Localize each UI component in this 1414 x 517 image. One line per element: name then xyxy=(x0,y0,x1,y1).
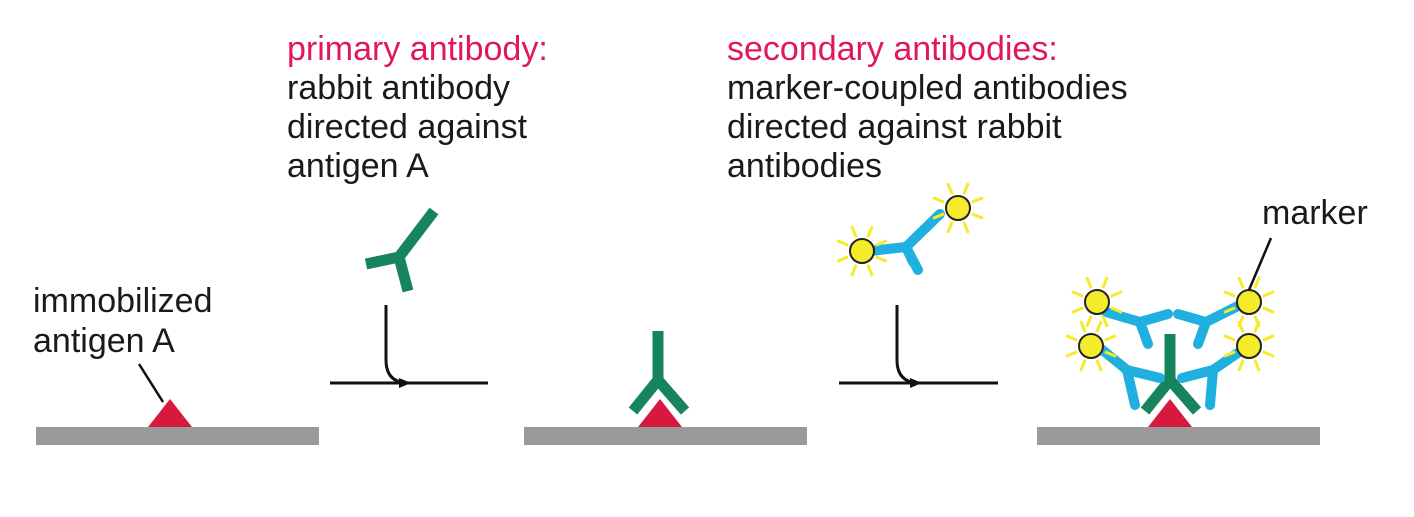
marker-ray xyxy=(1253,320,1261,333)
marker-ray xyxy=(850,264,858,277)
primary-antibody-desc-line-3: antigen A xyxy=(287,147,429,185)
secondary-antibodies-desc-line-2: directed against rabbit xyxy=(727,108,1062,146)
marker-circle xyxy=(1236,333,1262,359)
bound-secondary-antibodies xyxy=(1095,300,1250,410)
surface-3 xyxy=(1037,427,1320,445)
secondary-antibodies-desc-line-1: marker-coupled antibodies xyxy=(727,69,1128,107)
surface-2 xyxy=(524,427,807,445)
marker-ray xyxy=(1223,350,1236,358)
marker-ray xyxy=(1237,359,1245,372)
marker-ray xyxy=(1101,276,1109,289)
marker-ray xyxy=(1085,315,1093,328)
marker-ray xyxy=(1079,320,1087,333)
marker-ray xyxy=(850,225,858,238)
marker-ray xyxy=(1104,350,1117,358)
marker-ray xyxy=(1101,315,1109,328)
marker-ray xyxy=(1085,276,1093,289)
secondary-antibodies-title: secondary antibodies: xyxy=(727,30,1058,68)
marker-molecule xyxy=(836,225,888,277)
marker-circle xyxy=(1084,289,1110,315)
primary-antibody-title: primary antibody: xyxy=(287,30,548,68)
immobilized-antigen-label-line-2: antigen A xyxy=(33,322,175,360)
marker-ray xyxy=(1262,290,1275,298)
marker-ray xyxy=(1262,350,1275,358)
marker-ray xyxy=(1253,276,1261,289)
marker-molecule xyxy=(1223,320,1275,372)
marker-ray xyxy=(1065,350,1078,358)
antigen-3 xyxy=(1148,399,1192,427)
marker-ray xyxy=(971,196,984,204)
marker-ray xyxy=(1253,359,1261,372)
marker-ray xyxy=(946,221,954,234)
marker-circle xyxy=(1236,289,1262,315)
marker-ray xyxy=(875,255,888,263)
marker-molecule xyxy=(1065,320,1117,372)
process-arrow-1 xyxy=(330,305,488,383)
marker-ray xyxy=(1223,306,1236,314)
marker-ray xyxy=(1262,334,1275,342)
antigen-1 xyxy=(148,399,192,427)
marker-molecule xyxy=(1071,276,1123,328)
marker-ray xyxy=(866,225,874,238)
marker-ray xyxy=(1065,334,1078,342)
marker-ray xyxy=(1110,290,1123,298)
surface-1 xyxy=(36,427,319,445)
marker-ray xyxy=(875,239,888,247)
marker-ray xyxy=(836,239,849,247)
marker-ray xyxy=(932,196,945,204)
primary-antibody-desc-line-1: rabbit antibody xyxy=(287,69,510,107)
primary-antibody-desc-line-2: directed against xyxy=(287,108,528,146)
marker-circle xyxy=(1078,333,1104,359)
marker-ray xyxy=(1237,320,1245,333)
process-arrow-2 xyxy=(839,305,998,383)
marker-pointer xyxy=(1247,237,1273,291)
marker-ray xyxy=(1071,306,1084,314)
marker-molecule xyxy=(932,182,984,234)
marker-ray xyxy=(836,255,849,263)
marker-ray xyxy=(1079,359,1087,372)
marker-ray xyxy=(866,264,874,277)
marker-molecule xyxy=(1223,276,1275,328)
antigen-2 xyxy=(638,399,682,427)
bound-primary-antibody xyxy=(628,331,690,415)
immobilized-antigen-label-line-1: immobilized xyxy=(33,282,213,320)
marker-label: marker xyxy=(1262,194,1368,232)
marker-ray xyxy=(1104,334,1117,342)
marker-ray xyxy=(971,212,984,220)
marker-ray xyxy=(932,212,945,220)
marker-ray xyxy=(1071,290,1084,298)
marker-ray xyxy=(1223,290,1236,298)
marker-circle xyxy=(849,238,875,264)
free-primary-antibody xyxy=(364,207,439,293)
marker-ray xyxy=(962,221,970,234)
immobilized-antigen-pointer xyxy=(137,363,165,403)
marker-ray xyxy=(1095,320,1103,333)
marker-ray xyxy=(1237,276,1245,289)
free-secondary-antibody xyxy=(865,209,945,275)
marker-ray xyxy=(1095,359,1103,372)
marker-ray xyxy=(1223,334,1236,342)
secondary-antibodies-desc-line-3: antibodies xyxy=(727,147,882,185)
marker-ray xyxy=(946,182,954,195)
marker-circle xyxy=(945,195,971,221)
marker-ray xyxy=(1110,306,1123,314)
bound-primary-antibody-panel-3 xyxy=(1140,334,1202,415)
marker-ray xyxy=(962,182,970,195)
marker-ray xyxy=(1262,306,1275,314)
